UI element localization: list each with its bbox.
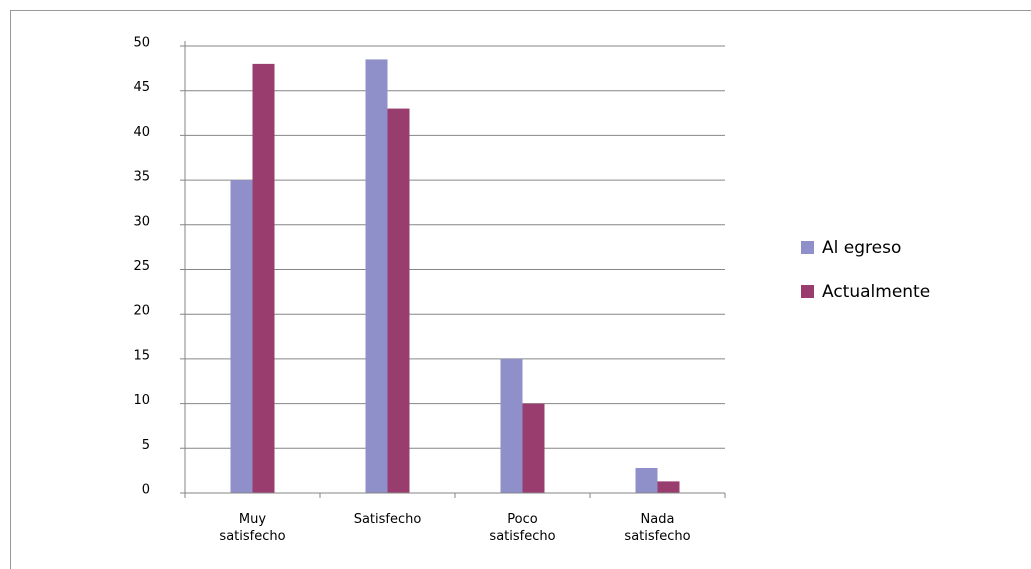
x-tick-label: Muy satisfecho <box>219 512 286 544</box>
x-tick-label: Satisfecho <box>353 512 422 527</box>
bar <box>657 481 680 493</box>
y-tick-label: 5 <box>142 438 150 453</box>
legend-label: Actualmente <box>822 282 930 302</box>
y-tick-label: 30 <box>133 214 150 229</box>
y-tick-label: 20 <box>133 304 150 319</box>
bar <box>365 59 388 493</box>
legend-swatch <box>801 285 814 298</box>
legend-swatch <box>801 241 814 254</box>
y-tick-label: 0 <box>142 483 150 498</box>
bar <box>500 358 523 493</box>
y-tick-label: 35 <box>133 170 150 185</box>
bar <box>252 63 275 493</box>
bar <box>387 108 410 493</box>
y-tick-label: 10 <box>133 393 150 408</box>
y-tick-label: 15 <box>133 348 150 363</box>
y-tick-label: 40 <box>133 125 150 140</box>
y-tick-label: 45 <box>133 80 150 95</box>
legend-label: Al egreso <box>822 238 901 258</box>
y-tick-label: 50 <box>133 36 150 51</box>
bar <box>635 467 658 493</box>
bar <box>522 403 545 493</box>
y-tick-label: 25 <box>133 259 150 274</box>
x-tick-label: Poco satisfecho <box>489 512 556 544</box>
chart-frame <box>10 10 1031 569</box>
bar <box>230 180 253 493</box>
x-tick-label: Nada satisfecho <box>624 512 691 544</box>
